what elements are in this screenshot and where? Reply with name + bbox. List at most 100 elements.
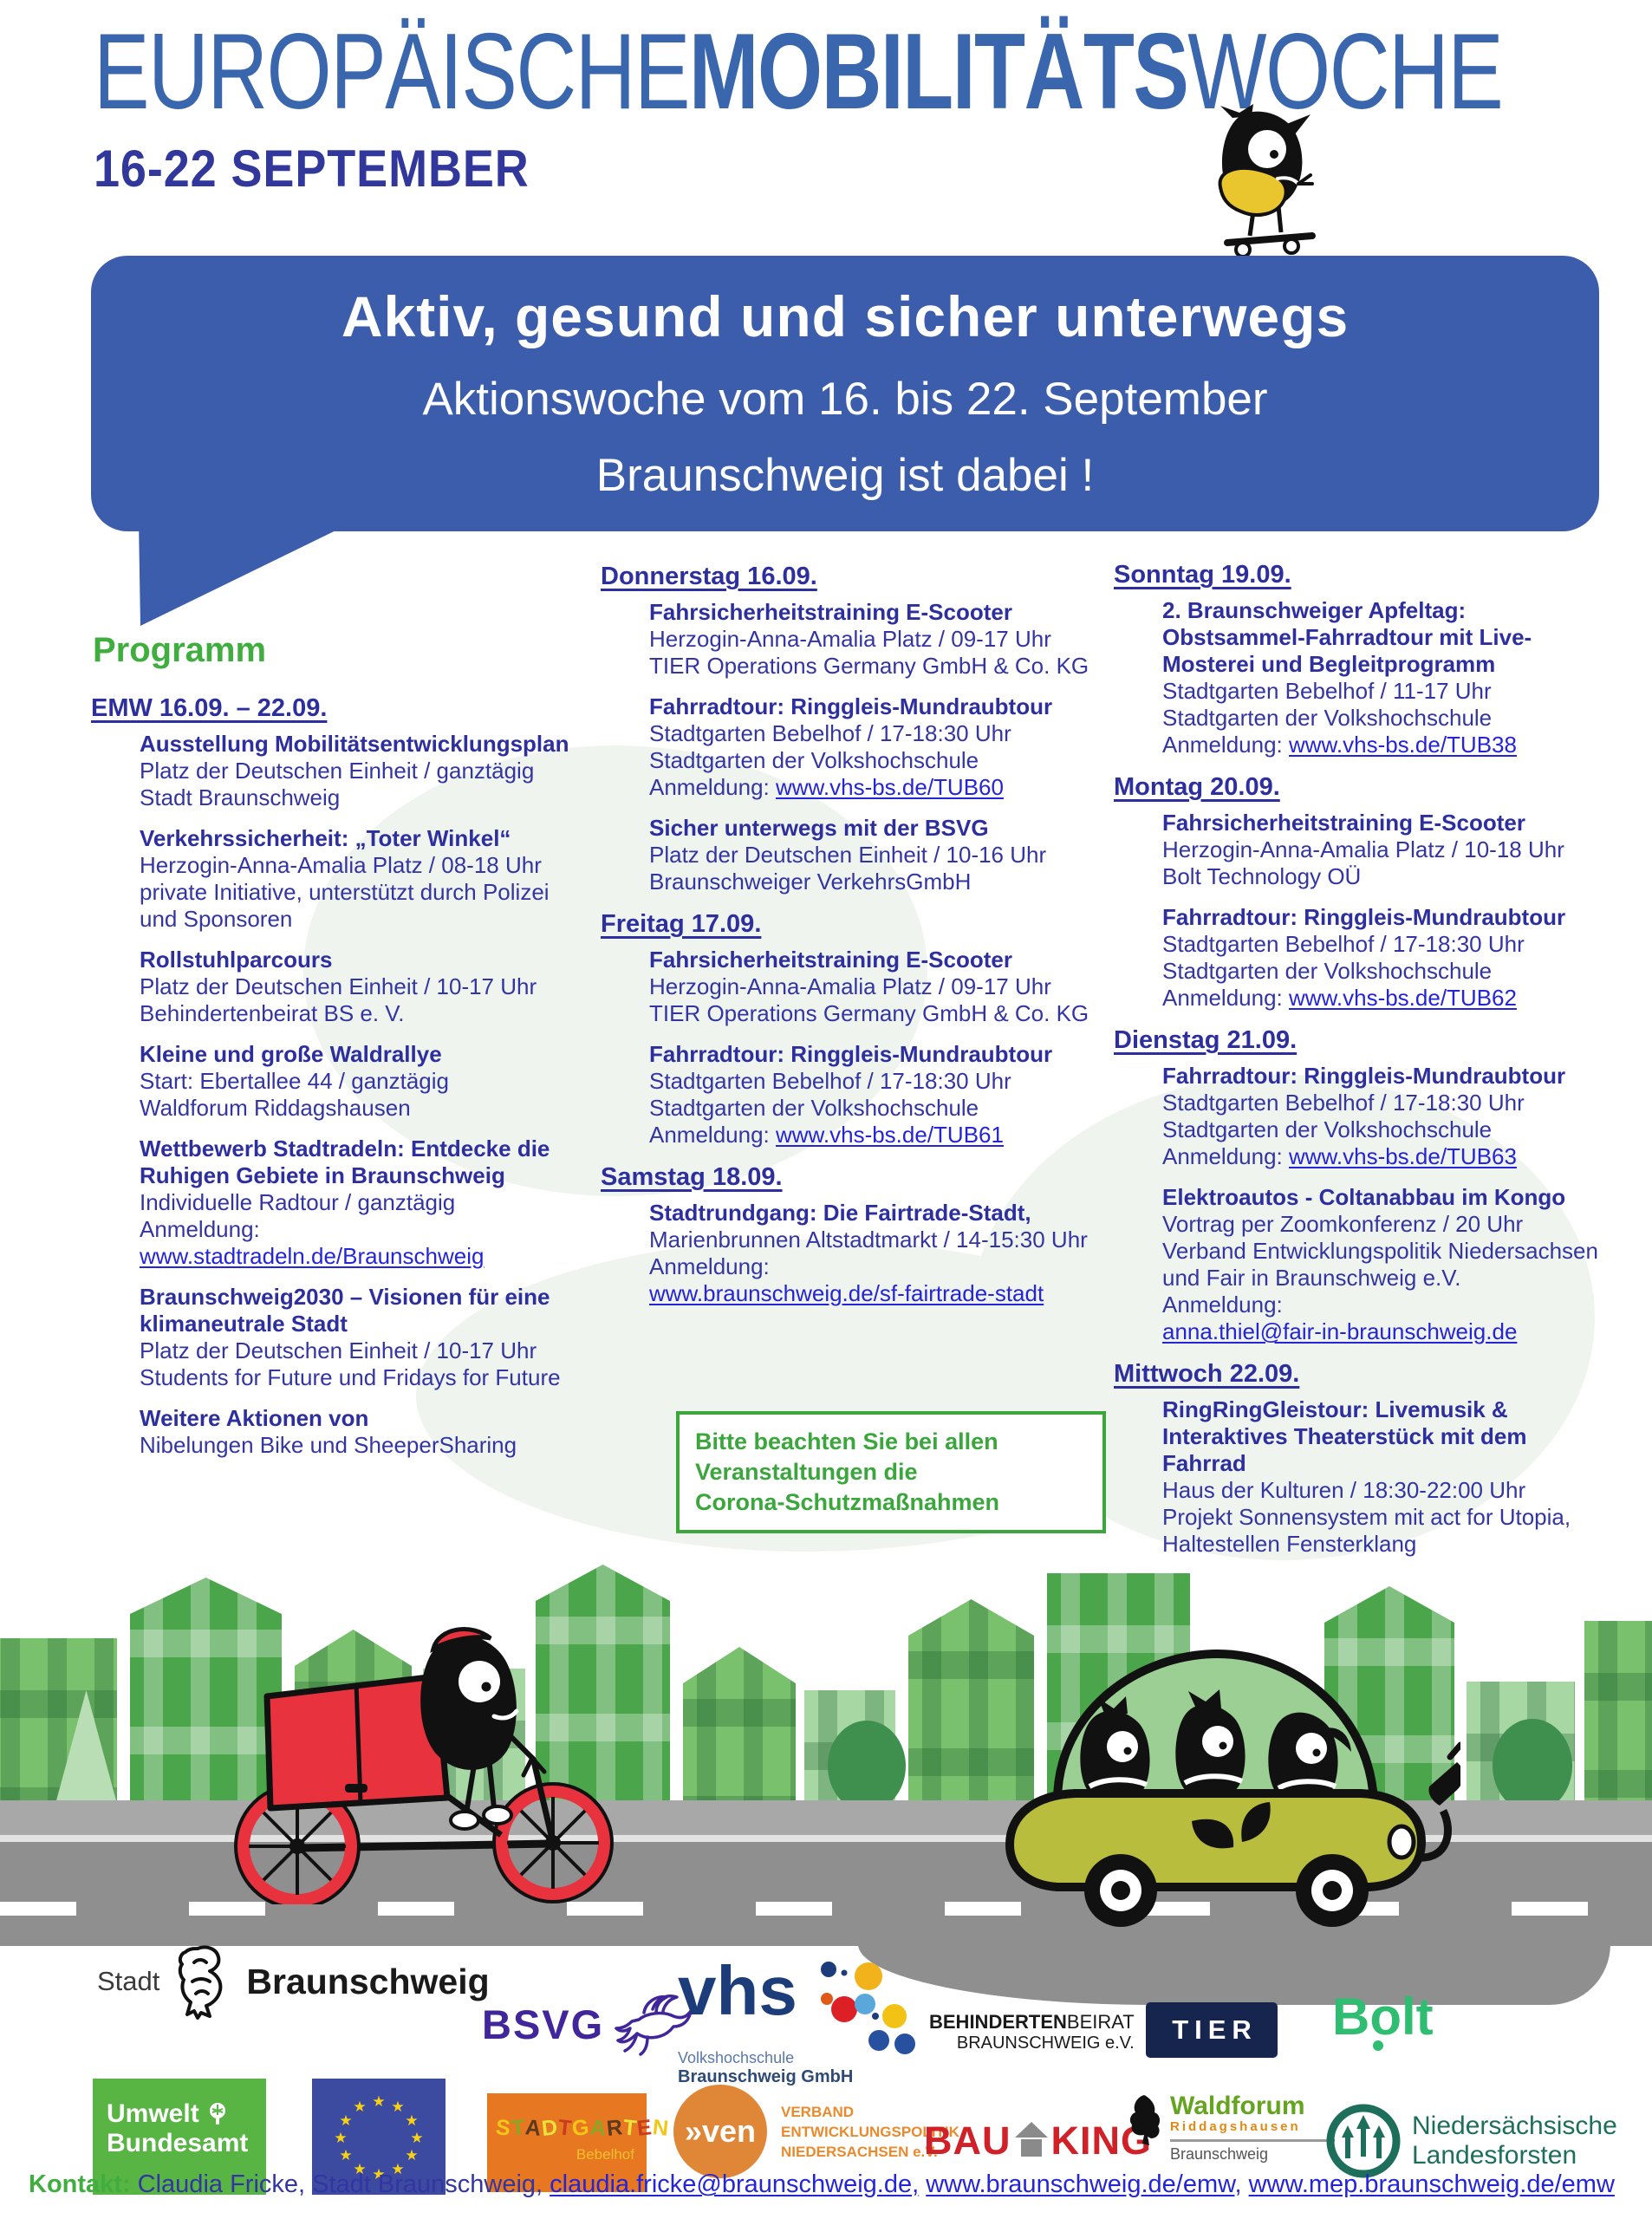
corona-note-box: Bitte beachten Sie bei allen Veranstaltu… [676, 1411, 1106, 1533]
event-detail: Bolt Technology OÜ [1162, 863, 1362, 889]
contact-line: Kontakt: Claudia Fricke, Stadt Braunschw… [29, 2170, 1615, 2198]
event-link[interactable]: anna.thiel@fair-in-braunschweig.de [1162, 1318, 1518, 1344]
tier-label: TIER [1172, 2014, 1258, 2045]
bauking-house-icon [1014, 2122, 1048, 2157]
event-detail: Stadtgarten der Volkshochschule [649, 1095, 979, 1121]
event: Ausstellung Mobilitätsentwicklungsplan Pl… [140, 731, 598, 811]
event: Sicher unterwegs mit der BSVG Platz der D… [649, 815, 1112, 895]
event-title: Ruhigen Gebiete in Braunschweig [140, 1162, 505, 1188]
bubble-subtitle: Aktionswoche vom 16. bis 22. September [422, 374, 1268, 425]
event: Kleine und große Waldrallye Start: Eberta… [140, 1041, 598, 1122]
event: Fahrradtour: Ringgleis-Mundraubtour Stadt… [1162, 1063, 1634, 1170]
event-detail: Anmeldung: [140, 1216, 260, 1242]
event-detail: Stadt Braunschweig [140, 784, 341, 810]
event: Braunschweig2030 – Visionen für eine klim… [140, 1284, 598, 1391]
svg-text:★: ★ [334, 2130, 347, 2147]
event: Elektroautos - Coltanabbau im Kongo Vortr… [1162, 1184, 1634, 1345]
program-column-3: Sonntag 19.09. 2. Braunschweiger Apfeltag… [1114, 560, 1634, 1572]
event-detail: Nibelungen Bike und SheeperSharing [140, 1432, 517, 1458]
event-detail: Stadtgarten Bebelhof / 11-17 Uhr [1162, 678, 1492, 704]
behindertenbeirat-logo: BEHINDERTENBEIRAT BRAUNSCHWEIG e.V. [867, 2002, 1135, 2061]
event-detail: Platz der Deutschen Einheit / 10-17 Uhr [140, 973, 537, 999]
charging-plug [1418, 1741, 1460, 1862]
ven-label: VERBAND [781, 2103, 855, 2120]
event: Stadtrundgang: Die Fairtrade-Stadt, Marie… [649, 1200, 1112, 1307]
event-detail: Anmeldung: [1162, 1292, 1283, 1318]
bolt-logo: Bolt [1332, 1987, 1434, 2051]
event-detail: Haus der Kulturen / 18:30-22:00 Uhr [1162, 1477, 1526, 1503]
event-detail: Herzogin-Anna-Amalia Platz / 08-18 Uhr [140, 852, 542, 878]
waldforum-city: Braunschweig [1170, 2145, 1269, 2163]
bauking-label: BAU [924, 2118, 1011, 2163]
event-detail: TIER Operations Germany GmbH & Co. KG [649, 653, 1089, 679]
svg-text:★: ★ [391, 2099, 404, 2116]
bubble-subtitle: Braunschweig ist dabei ! [595, 450, 1095, 501]
stadtgarten-label: STADTGARTEN [494, 2115, 671, 2141]
corona-note-line: Corona-Schutzmaßnahmen [695, 1489, 1000, 1515]
event-detail: Stadtgarten der Volkshochschule [649, 747, 979, 773]
leaf-emblem [1192, 1802, 1271, 1849]
landesforsten-icon [1326, 2104, 1401, 2178]
oak-leaf-icon [1129, 2095, 1161, 2145]
event-title: Wettbewerb Stadtradeln: Entdecke die [140, 1136, 550, 1162]
bsvg-pegasus-icon [615, 1994, 693, 2056]
title-part-light: EUROPÄISCHE [94, 12, 690, 132]
event-link[interactable]: www.stadtradeln.de/Braunschweig [140, 1243, 485, 1269]
speech-bubble-tail [139, 520, 357, 626]
landesforsten-label: Landesforsten [1412, 2141, 1577, 2170]
day-heading: Dienstag 21.09. [1114, 1026, 1298, 1054]
event: 2. Braunschweiger Apfeltag: Obstsammel-Fa… [1162, 597, 1634, 758]
tier-logo: TIER [1146, 2002, 1278, 2058]
road-stripe [0, 1835, 1652, 1842]
event-title: Fahrsicherheitstraining E-Scooter [649, 947, 1012, 973]
contact-email-link[interactable]: claudia.fricke@braunschweig.de, [550, 2170, 920, 2198]
corona-note-line: Bitte beachten Sie bei allen [695, 1428, 998, 1454]
event-title: Ausstellung Mobilitätsentwicklungsplan [140, 731, 569, 757]
event-detail: Vortrag per Zoomkonferenz / 20 Uhr [1162, 1211, 1524, 1237]
event-detail: und Fair in Braunschweig e.V. [1162, 1265, 1461, 1291]
event-detail: TIER Operations Germany GmbH & Co. KG [649, 1000, 1089, 1026]
event-link[interactable]: www.braunschweig.de/sf-fairtrade-stadt [649, 1280, 1044, 1306]
event-detail: Stadtgarten Bebelhof / 17-18:30 Uhr [1162, 1090, 1525, 1116]
event-detail: Marienbrunnen Altstadtmarkt / 14-15:30 U… [649, 1227, 1088, 1253]
event-detail: Stadtgarten der Volkshochschule [1162, 958, 1493, 984]
stadtgarten-sub: Bebelhof [576, 2146, 634, 2163]
event-title: klimaneutrale Stadt [140, 1311, 348, 1337]
event-link[interactable]: www.vhs-bs.de/TUB63 [1288, 1143, 1517, 1169]
contact-web-link[interactable]: www.mep.braunschweig.de/emw [1248, 2170, 1615, 2198]
svg-text:★: ★ [391, 2161, 404, 2178]
event-detail: Anmeldung: [649, 1253, 770, 1279]
event-title: Fahrrad [1162, 1450, 1246, 1476]
event-detail: Haltestellen Fensterklang [1162, 1531, 1417, 1557]
svg-text:★: ★ [339, 2112, 352, 2130]
skateboarding-bird-illustration [1218, 104, 1316, 258]
event-title: Fahrsicherheitstraining E-Scooter [649, 599, 1012, 625]
electric-car-illustration [1005, 1649, 1460, 1927]
day-heading: Donnerstag 16.09. [601, 563, 817, 590]
event-link[interactable]: www.vhs-bs.de/TUB60 [775, 774, 1004, 800]
bird-passenger [1080, 1696, 1150, 1804]
event-link[interactable]: www.vhs-bs.de/TUB61 [775, 1122, 1004, 1148]
behindertenbeirat-sub: BRAUNSCHWEIG e.V. [956, 2033, 1135, 2053]
corona-note-line: Veranstaltungen die [695, 1459, 918, 1485]
event-detail: Stadtgarten Bebelhof / 17-18:30 Uhr [1162, 931, 1525, 957]
waldforum-sub: Riddagshausen [1170, 2119, 1301, 2134]
event-title: Elektroautos - Coltanabbau im Kongo [1162, 1184, 1566, 1210]
svg-text:★: ★ [353, 2161, 366, 2178]
eu-flag: ★ ★ ★ ★ ★ ★ ★ ★ ★ ★ ★ ★ [312, 2079, 446, 2195]
event-detail: Herzogin-Anna-Amalia Platz / 09-17 Uhr [649, 973, 1051, 999]
event: Fahrradtour: Ringgleis-Mundraubtour Stadt… [1162, 904, 1634, 1012]
event: RingRingGleistour: Livemusik & Interaktiv… [1162, 1396, 1634, 1558]
vhs-label: vhs [678, 1952, 797, 2029]
event-detail: Anmeldung: www.vhs-bs.de/TUB63 [1162, 1143, 1517, 1169]
contact-web-link[interactable]: www.braunschweig.de/emw [926, 2170, 1235, 2198]
event-link[interactable]: www.vhs-bs.de/TUB62 [1288, 985, 1517, 1011]
rear-wheel [1296, 1854, 1369, 1927]
event-link[interactable]: www.vhs-bs.de/TUB38 [1288, 732, 1517, 758]
tree-icon [209, 2103, 225, 2125]
event-detail: Projekt Sonnensystem mit act for Utopia, [1162, 1504, 1571, 1530]
vhs-subtitle: Braunschweig GmbH [678, 2067, 854, 2086]
divider [1170, 2139, 1335, 2142]
event-detail: Herzogin-Anna-Amalia Platz / 09-17 Uhr [649, 626, 1051, 652]
event-detail: Stadtgarten Bebelhof / 17-18:30 Uhr [649, 1068, 1011, 1094]
